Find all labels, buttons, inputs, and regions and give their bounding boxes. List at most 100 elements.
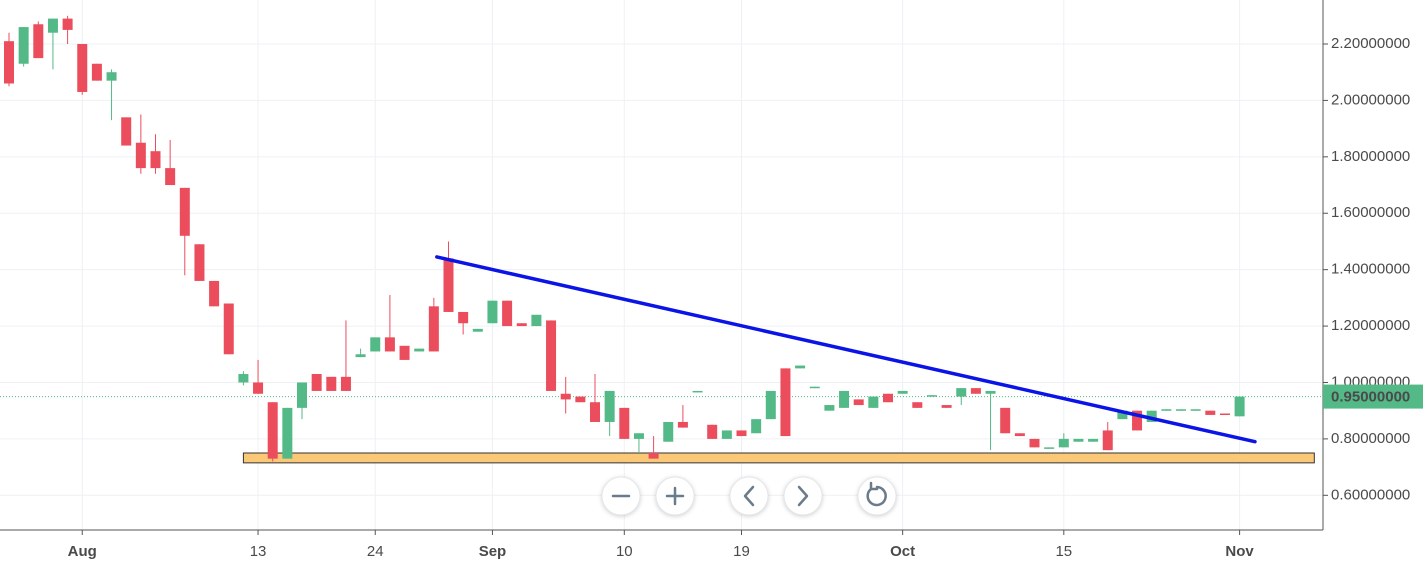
trendline: [435, 255, 1257, 444]
candle-body: [633, 433, 644, 439]
candle-body: [839, 390, 850, 408]
x-tick-label: Nov: [1225, 543, 1254, 560]
candle-body: [502, 300, 513, 327]
candle-body: [297, 382, 307, 408]
candle-body: [209, 280, 220, 307]
candle-body: [223, 303, 234, 355]
candle-body: [326, 376, 337, 391]
candle-body: [282, 407, 293, 459]
y-tick-label: 0.60000000: [1331, 486, 1410, 503]
x-tick-label: Sep: [479, 543, 507, 560]
candle-body: [1234, 396, 1245, 417]
x-tick-label: 10: [616, 543, 633, 560]
y-tick-label: 2.00000000: [1331, 91, 1410, 108]
candle-body: [1014, 433, 1025, 437]
candle-body: [707, 424, 718, 439]
candle-body: [546, 320, 557, 391]
candle-body: [619, 407, 630, 439]
candle-body: [1190, 409, 1201, 411]
candle-body: [1132, 410, 1143, 431]
candle-body: [1117, 410, 1128, 420]
scroll-left-button[interactable]: [729, 476, 769, 516]
candle-body: [985, 390, 996, 394]
candle-body: [1161, 409, 1172, 411]
candle-body: [150, 151, 161, 169]
candle-body: [340, 376, 351, 391]
candle-body: [487, 300, 498, 324]
candle-body: [795, 365, 806, 369]
candle-body: [355, 354, 366, 358]
y-tick-label: 1.20000000: [1331, 317, 1410, 334]
candle-body: [33, 24, 44, 59]
candle-body: [1058, 438, 1069, 448]
candle-body: [1088, 438, 1099, 442]
x-tick-label: 15: [1055, 543, 1072, 560]
candle-body: [780, 368, 791, 437]
candle-body: [648, 452, 659, 459]
candle-body: [751, 419, 762, 434]
candle-body: [1073, 438, 1084, 442]
candle-body: [1102, 430, 1113, 451]
candle-body: [1029, 438, 1040, 448]
candle-body: [590, 402, 600, 422]
candle-body: [370, 337, 381, 352]
candle-body: [121, 117, 132, 146]
candle-body: [428, 306, 439, 352]
candle-body: [91, 63, 102, 81]
candle-body: [809, 386, 820, 389]
candle-body: [692, 390, 703, 393]
last-price-label: 0.95000000: [1331, 389, 1410, 406]
candle-body: [238, 374, 249, 383]
last-price-box: [1323, 384, 1423, 409]
candle-body: [531, 314, 542, 327]
candle-body: [77, 44, 88, 92]
candle-body: [897, 390, 908, 394]
candle-body: [106, 72, 117, 81]
candle-body: [721, 430, 732, 439]
y-tick-label: 1.40000000: [1331, 261, 1410, 278]
candle-body: [1146, 410, 1157, 422]
candle-body: [575, 396, 586, 403]
candle-body: [765, 390, 776, 420]
candle-body: [1219, 413, 1230, 416]
support-zone: [242, 452, 1315, 464]
candle-body: [384, 337, 395, 352]
candle-body: [970, 388, 981, 394]
candle-body: [267, 402, 278, 459]
candle-body: [165, 168, 176, 186]
scroll-right-button[interactable]: [783, 476, 823, 516]
candle-body: [179, 187, 190, 236]
y-tick-label: 0.80000000: [1331, 430, 1410, 447]
candle-body: [414, 348, 425, 352]
zoom-in-button[interactable]: [655, 476, 695, 516]
candle-body: [560, 393, 571, 400]
candle-body: [1176, 409, 1186, 411]
candle-body: [399, 345, 410, 360]
reset-button[interactable]: [857, 476, 897, 516]
x-tick-label: 19: [733, 543, 750, 560]
candle-body: [443, 258, 454, 312]
candle-body: [956, 388, 967, 397]
candle-body: [18, 27, 29, 64]
candle-body: [1000, 407, 1011, 434]
candle-body: [135, 142, 146, 169]
y-tick-label: 1.60000000: [1331, 204, 1410, 221]
candle-body: [604, 390, 615, 422]
x-tick-label: Oct: [890, 543, 915, 560]
candle-body: [926, 395, 937, 397]
candle-body: [1044, 447, 1055, 449]
candle-body: [311, 374, 322, 391]
candle-body: [883, 393, 893, 403]
zoom-out-button[interactable]: [601, 476, 641, 516]
candle-body: [47, 18, 58, 33]
candle-body: [472, 328, 483, 332]
candle-body: [941, 405, 952, 408]
candle-body: [663, 421, 674, 442]
x-tick-label: Aug: [68, 543, 97, 560]
y-tick-label: 2.20000000: [1331, 35, 1410, 52]
candle-body: [868, 396, 879, 408]
candle-body: [853, 399, 864, 406]
candle-body: [516, 323, 527, 327]
